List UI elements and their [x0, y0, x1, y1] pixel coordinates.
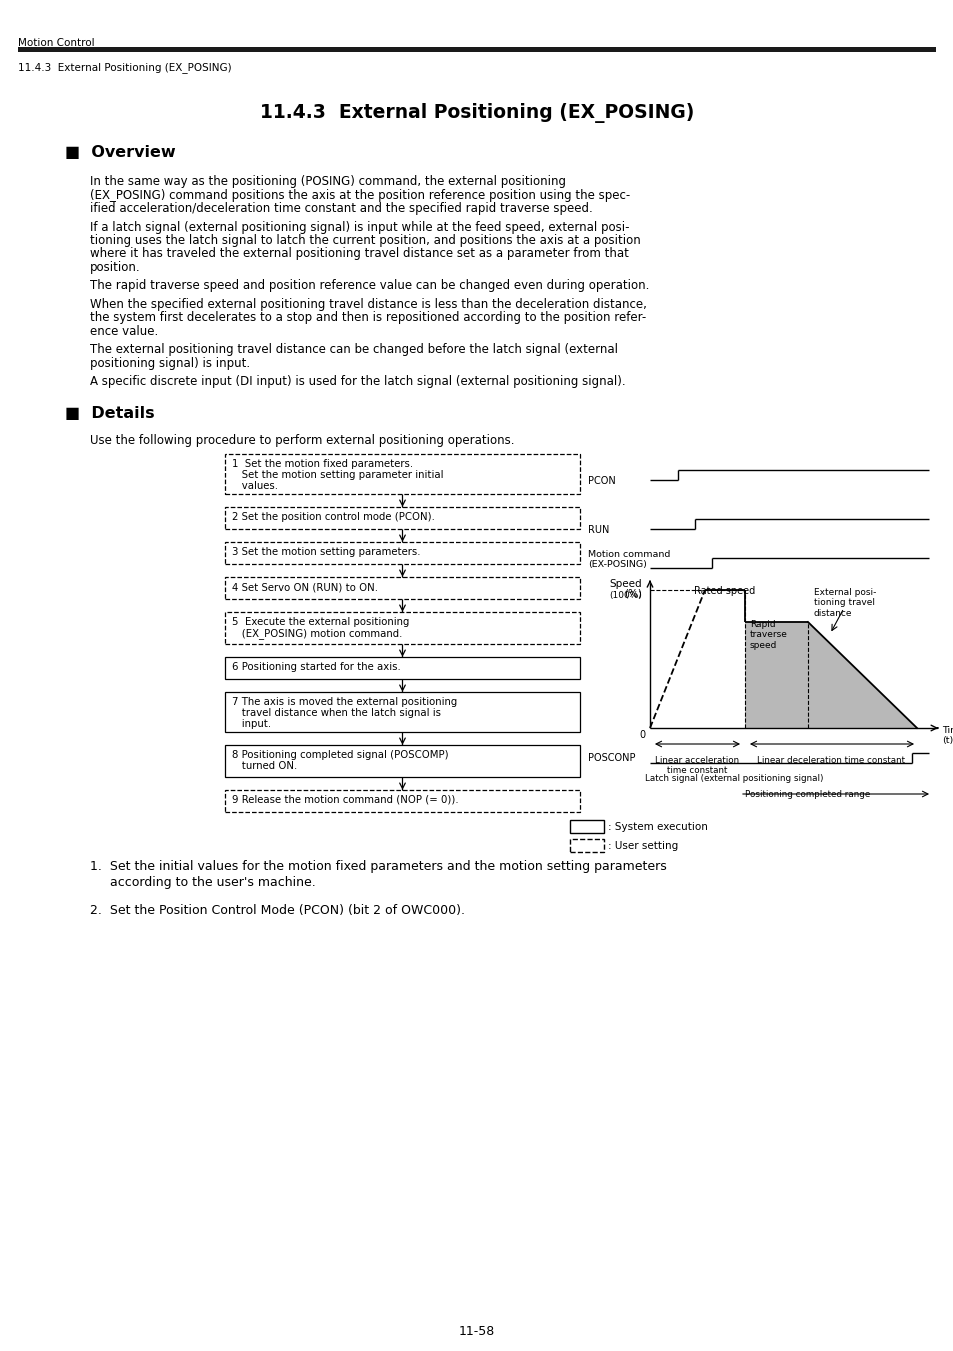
Polygon shape — [744, 621, 916, 728]
Text: Motion Control: Motion Control — [18, 38, 94, 49]
Text: positioning signal) is input.: positioning signal) is input. — [90, 357, 250, 370]
Bar — [225, 612, 579, 644]
Text: Speed: Speed — [609, 580, 641, 589]
Text: (EX-POSING): (EX-POSING) — [587, 561, 646, 569]
Text: ■  Details: ■ Details — [65, 407, 154, 422]
Text: (t): (t) — [941, 736, 952, 744]
Text: ified acceleration/deceleration time constant and the specified rapid traverse s: ified acceleration/deceleration time con… — [90, 203, 592, 215]
Text: 11-58: 11-58 — [458, 1325, 495, 1337]
Bar — [225, 692, 579, 732]
Bar — [225, 542, 579, 563]
Text: (%): (%) — [623, 589, 641, 598]
Text: the system first decelerates to a stop and then is repositioned according to the: the system first decelerates to a stop a… — [90, 312, 645, 324]
Bar — [569, 820, 603, 834]
Text: turned ON.: turned ON. — [232, 761, 297, 771]
Text: 6 Positioning started for the axis.: 6 Positioning started for the axis. — [232, 662, 400, 671]
Text: (EX_POSING) command positions the axis at the position reference position using : (EX_POSING) command positions the axis a… — [90, 189, 630, 201]
Text: In the same way as the positioning (POSING) command, the external positioning: In the same way as the positioning (POSI… — [90, 176, 565, 188]
Text: Time: Time — [941, 725, 953, 735]
Bar — [225, 657, 579, 680]
Bar — [225, 744, 579, 777]
Text: 8 Positioning completed signal (POSCOMP): 8 Positioning completed signal (POSCOMP) — [232, 750, 448, 761]
Text: Linear acceleration
time constant: Linear acceleration time constant — [655, 757, 739, 775]
Text: where it has traveled the external positioning travel distance set as a paramete: where it has traveled the external posit… — [90, 247, 628, 261]
Text: according to the user's machine.: according to the user's machine. — [110, 875, 315, 889]
Text: Set the motion setting parameter initial: Set the motion setting parameter initial — [232, 470, 443, 480]
Text: 2.  Set the Position Control Mode (PCON) (bit 2 of OWC000).: 2. Set the Position Control Mode (PCON) … — [90, 904, 464, 917]
Text: 7 The axis is moved the external positioning: 7 The axis is moved the external positio… — [232, 697, 456, 707]
Text: 1  Set the motion fixed parameters.: 1 Set the motion fixed parameters. — [232, 459, 413, 469]
Text: ■  Overview: ■ Overview — [65, 145, 175, 159]
Bar — [18, 47, 935, 51]
Text: 11.4.3  External Positioning (EX_POSING): 11.4.3 External Positioning (EX_POSING) — [259, 103, 694, 123]
Text: : User setting: : User setting — [607, 842, 678, 851]
Bar — [225, 790, 579, 812]
Text: The external positioning travel distance can be changed before the latch signal : The external positioning travel distance… — [90, 343, 618, 357]
Text: 1.  Set the initial values for the motion fixed parameters and the motion settin: 1. Set the initial values for the motion… — [90, 861, 666, 873]
Bar — [225, 507, 579, 530]
Text: Use the following procedure to perform external positioning operations.: Use the following procedure to perform e… — [90, 434, 514, 447]
Text: Latch signal (external positioning signal): Latch signal (external positioning signa… — [644, 774, 822, 784]
Text: values.: values. — [232, 481, 277, 490]
Text: External posi-
tioning travel
distance: External posi- tioning travel distance — [813, 588, 876, 617]
Text: position.: position. — [90, 261, 140, 274]
Text: If a latch signal (external positioning signal) is input while at the feed speed: If a latch signal (external positioning … — [90, 220, 629, 234]
Text: (EX_POSING) motion command.: (EX_POSING) motion command. — [232, 628, 402, 639]
Text: 9 Release the motion command (NOP (= 0)).: 9 Release the motion command (NOP (= 0))… — [232, 794, 458, 805]
Text: (100%): (100%) — [608, 590, 641, 600]
Text: travel distance when the latch signal is: travel distance when the latch signal is — [232, 708, 440, 717]
Bar — [225, 454, 579, 494]
Text: Linear deceleration time constant: Linear deceleration time constant — [757, 757, 904, 765]
Bar — [225, 577, 579, 598]
Text: The rapid traverse speed and position reference value can be changed even during: The rapid traverse speed and position re… — [90, 280, 649, 293]
Text: A specific discrete input (DI input) is used for the latch signal (external posi: A specific discrete input (DI input) is … — [90, 376, 625, 389]
Bar — [569, 839, 603, 852]
Text: : System execution: : System execution — [607, 821, 707, 832]
Text: 11.4.3  External Positioning (EX_POSING): 11.4.3 External Positioning (EX_POSING) — [18, 62, 232, 73]
Text: ence value.: ence value. — [90, 326, 158, 338]
Text: Motion command: Motion command — [587, 550, 670, 559]
Text: 2 Set the position control mode (PCON).: 2 Set the position control mode (PCON). — [232, 512, 435, 521]
Text: Positioning completed range: Positioning completed range — [744, 790, 869, 798]
Text: Rapid
traverse
speed: Rapid traverse speed — [749, 620, 787, 650]
Text: 5  Execute the external positioning: 5 Execute the external positioning — [232, 617, 409, 627]
Text: POSCONP: POSCONP — [587, 753, 635, 763]
Text: When the specified external positioning travel distance is less than the deceler: When the specified external positioning … — [90, 299, 646, 311]
Text: 3 Set the motion setting parameters.: 3 Set the motion setting parameters. — [232, 547, 420, 557]
Text: RUN: RUN — [587, 526, 609, 535]
Text: tioning uses the latch signal to latch the current position, and positions the a: tioning uses the latch signal to latch t… — [90, 234, 640, 247]
Text: 0: 0 — [639, 730, 645, 740]
Text: input.: input. — [232, 719, 271, 730]
Text: PCON: PCON — [587, 476, 615, 486]
Text: Rated speed: Rated speed — [694, 586, 755, 596]
Text: 4 Set Servo ON (RUN) to ON.: 4 Set Servo ON (RUN) to ON. — [232, 582, 377, 592]
